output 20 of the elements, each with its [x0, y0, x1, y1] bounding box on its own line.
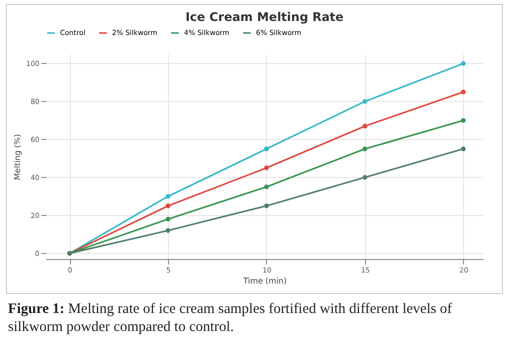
point — [166, 204, 170, 208]
point — [362, 124, 368, 128]
chart-title: Ice Cream Melting Rate — [185, 10, 344, 24]
point — [362, 99, 368, 104]
point — [362, 146, 368, 152]
point — [362, 175, 368, 180]
point — [264, 204, 269, 208]
caption: Figure 1: Melting rate of ice cream samples fortified with different levels of silkworm powder compared to control. — [8, 300, 453, 336]
point — [460, 146, 466, 152]
point — [460, 90, 466, 94]
y-axis-title: Melting (%) — [13, 134, 22, 180]
point — [264, 166, 269, 170]
point — [264, 184, 269, 190]
point — [460, 118, 466, 123]
point — [166, 228, 170, 233]
x-axis-title: Time (min) — [242, 276, 287, 286]
point — [460, 61, 466, 66]
point — [264, 146, 269, 152]
point — [166, 216, 170, 222]
point — [166, 194, 170, 199]
